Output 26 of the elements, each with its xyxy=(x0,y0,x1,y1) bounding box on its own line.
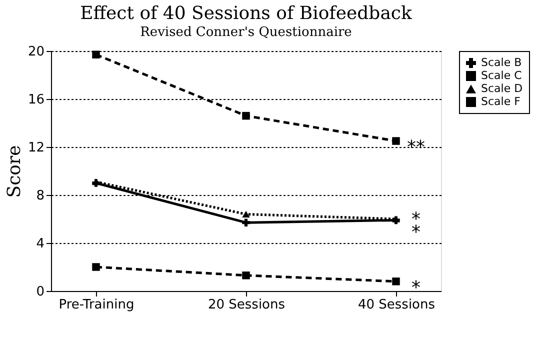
point xyxy=(242,272,250,280)
point xyxy=(92,263,100,271)
legend-label: Scale B xyxy=(481,56,522,69)
point xyxy=(242,210,250,218)
chart-subtitle: Revised Conner's Questionnaire xyxy=(140,25,352,40)
annotation: ** xyxy=(407,137,425,158)
annotation: * xyxy=(412,277,420,298)
legend-label: Scale F xyxy=(481,95,520,108)
point xyxy=(242,218,250,226)
y-tick-label: 4 xyxy=(36,236,44,252)
point xyxy=(392,137,400,145)
x-tick-label: 40 Sessions xyxy=(358,298,436,312)
point xyxy=(242,112,250,120)
legend-label: Scale C xyxy=(481,69,522,82)
point xyxy=(92,50,100,58)
y-tick-label: 16 xyxy=(28,92,44,108)
legend-label: Scale D xyxy=(481,82,523,95)
y-axis-title: Score xyxy=(4,145,25,198)
y-tick-label: 0 xyxy=(36,284,44,300)
x-tick-label: 20 Sessions xyxy=(208,298,286,312)
y-tick-label: 8 xyxy=(36,188,44,204)
point xyxy=(392,278,400,286)
chart-title: Effect of 40 Sessions of Biofeedback xyxy=(80,3,414,24)
y-tick-label: 12 xyxy=(28,140,44,156)
x-tick-label: Pre-Training xyxy=(58,298,134,312)
y-tick-label: 20 xyxy=(28,44,44,60)
